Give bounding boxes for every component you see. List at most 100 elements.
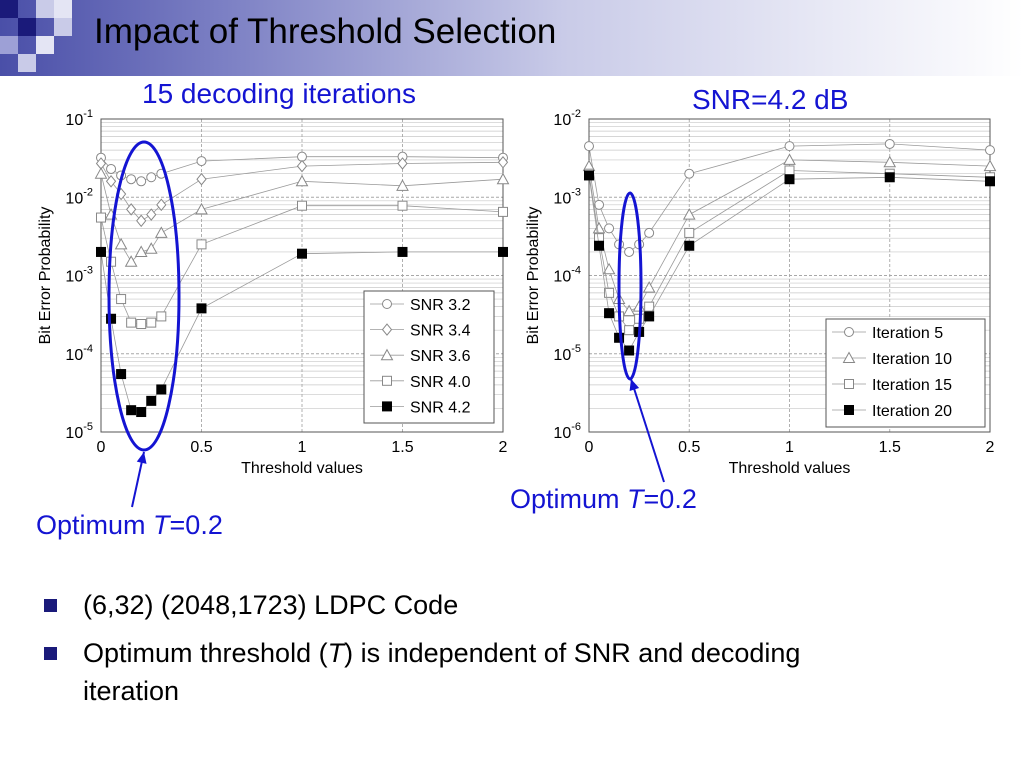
legend-label: Iteration 10 xyxy=(872,351,952,368)
legend-label: SNR 4.0 xyxy=(410,374,471,391)
left-optimum-prefix: Optimum xyxy=(36,510,154,540)
data-point xyxy=(156,384,167,395)
legend-marker xyxy=(382,375,392,386)
x-tick-label: 0 xyxy=(97,439,106,456)
data-point xyxy=(985,145,995,156)
data-point xyxy=(682,208,696,220)
legend-label: SNR 3.6 xyxy=(410,348,471,365)
chart-1-title: 15 decoding iterations xyxy=(142,78,416,109)
data-point xyxy=(154,226,168,238)
data-point xyxy=(584,170,594,181)
legend: Iteration 5 Iteration 10 Iteration 15 Itera… xyxy=(825,318,986,428)
data-point xyxy=(622,304,636,317)
data-point xyxy=(116,294,127,305)
data-point xyxy=(144,242,158,254)
data-point xyxy=(498,246,508,257)
x-tick-label: 0.5 xyxy=(190,439,212,456)
data-point xyxy=(116,369,127,380)
data-point xyxy=(985,176,995,187)
series-snr-4-2 xyxy=(96,246,508,418)
data-point xyxy=(783,153,796,165)
data-point xyxy=(196,239,207,250)
legend-label: SNR 3.4 xyxy=(410,323,471,340)
data-point xyxy=(134,245,148,257)
data-point xyxy=(592,221,606,234)
data-point xyxy=(684,240,695,251)
data-point xyxy=(884,138,895,149)
y-tick-label: 10-1 xyxy=(65,108,93,129)
x-axis-label: Threshold values xyxy=(241,460,363,477)
data-point xyxy=(784,141,795,152)
data-point xyxy=(584,141,594,152)
y-tick-label: 10-3 xyxy=(65,265,93,286)
data-point xyxy=(684,227,695,238)
right-optimum-prefix: Optimum xyxy=(510,484,628,514)
data-point xyxy=(136,214,147,228)
data-point xyxy=(295,174,309,187)
x-tick-label: 1.5 xyxy=(391,439,413,456)
data-point xyxy=(604,223,615,234)
chart-2-title: SNR=4.2 dB xyxy=(692,84,849,115)
x-tick-label: 1.5 xyxy=(879,439,901,456)
data-point xyxy=(784,165,795,176)
slide-title: Impact of Threshold Selection xyxy=(94,12,557,51)
legend-label: SNR 4.2 xyxy=(410,399,471,416)
legend-label: Iteration 15 xyxy=(872,377,952,394)
data-point xyxy=(396,179,409,191)
data-point xyxy=(624,345,635,356)
legend-marker xyxy=(382,299,392,309)
x-axis-label: Threshold values xyxy=(729,460,851,477)
data-point xyxy=(124,255,138,267)
data-point xyxy=(146,172,157,183)
legend-marker xyxy=(844,379,854,389)
data-point xyxy=(884,172,895,183)
data-point xyxy=(497,155,509,169)
data-point xyxy=(397,157,408,170)
data-point xyxy=(136,407,147,418)
y-axis-label: Bit Error Probability xyxy=(525,207,542,345)
data-point xyxy=(642,281,656,293)
data-point xyxy=(126,317,137,328)
left-optimum-annotation: Optimum T=0.2 xyxy=(36,510,223,541)
data-point xyxy=(94,167,108,179)
plot-frame xyxy=(588,118,991,433)
data-point xyxy=(632,300,646,312)
data-point xyxy=(397,200,408,211)
title-bar xyxy=(0,0,1024,76)
optimum-arrowhead xyxy=(629,379,640,392)
series-snr-3-4 xyxy=(95,155,509,228)
right-optimum-T: T xyxy=(627,484,644,514)
data-point xyxy=(96,246,106,257)
bullet-square-icon xyxy=(44,647,57,660)
data-point xyxy=(106,163,117,174)
data-point xyxy=(156,198,167,212)
y-tick-label: 10-5 xyxy=(553,343,581,364)
data-point xyxy=(156,311,167,322)
data-point xyxy=(146,395,157,406)
legend: SNR 3.2 SNR 3.4 SNR 3.6 SNR 4.0 SNR 4.2 xyxy=(363,290,495,424)
legend-label: SNR 3.2 xyxy=(410,297,471,314)
x-tick-label: 1 xyxy=(298,439,307,456)
optimum-highlight-ellipse xyxy=(617,191,643,381)
data-point xyxy=(106,313,117,324)
y-tick-label: 10-5 xyxy=(65,421,93,442)
optimum-arrow-line xyxy=(630,378,665,483)
data-point xyxy=(594,240,605,251)
series-snr-3-6 xyxy=(94,167,510,267)
plot-frame xyxy=(100,118,504,433)
data-point xyxy=(983,159,997,172)
data-point xyxy=(196,172,207,186)
bullet-1-text: (6,32) (2048,1723) LDPC Code xyxy=(83,590,459,620)
legend-marker xyxy=(381,323,393,336)
data-point xyxy=(784,174,795,185)
data-point xyxy=(136,318,147,329)
left-optimum-suffix: =0.2 xyxy=(169,510,223,540)
data-point xyxy=(644,301,655,312)
x-tick-label: 2 xyxy=(499,439,508,456)
logo-squares-decoration xyxy=(0,0,72,72)
data-point xyxy=(624,325,635,336)
bullet-2-text-b: ) is independent of SNR and decoding ite… xyxy=(83,638,801,706)
data-point xyxy=(604,287,615,298)
optimum-arrowhead xyxy=(136,452,147,464)
bullet-2-text-T: T xyxy=(327,638,345,668)
